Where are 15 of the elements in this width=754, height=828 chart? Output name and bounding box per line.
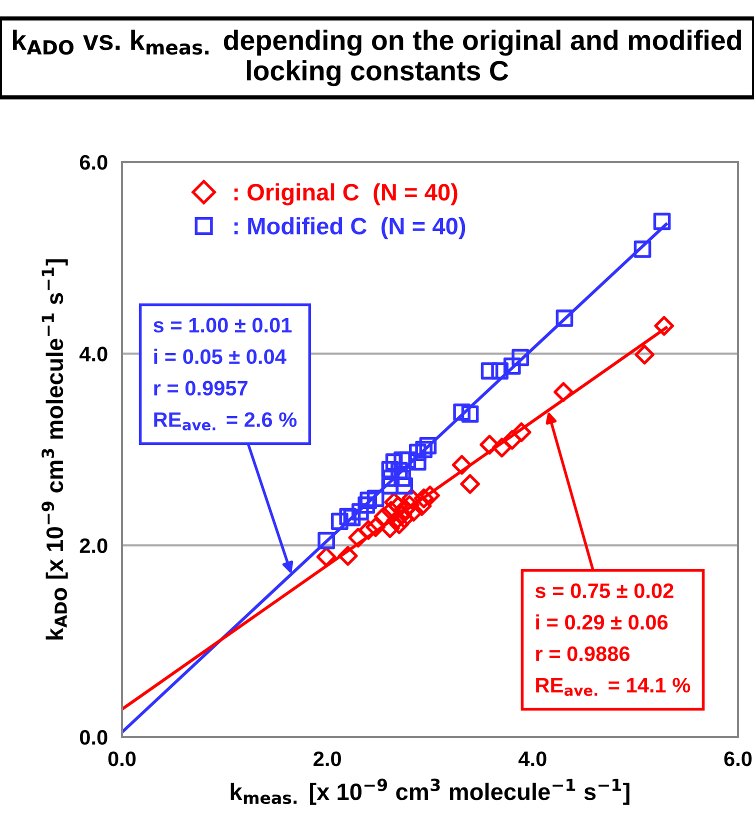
legend-label: : Modified C (N = 40) (234, 217, 466, 240)
x-tick-label: 4.0 (518, 751, 546, 766)
x-tick-label: 2.0 (314, 751, 341, 766)
annotation: s = 1.00 ± 0.01 i = 0.05 ± 0.04 r = 0.9957 RE$_{ave.}$ = 2.6 % (154, 318, 297, 430)
y-tick-label: 4.0 (79, 346, 108, 362)
x-tick-label: 0.0 (108, 751, 136, 766)
legend-label: : Original C (N = 40) (234, 183, 458, 206)
text: k$_{meas.}$ [x 10$^{−9}$ cm$^{3}$ molecule$^{−1}$ s$^{−1}$] (230, 778, 630, 805)
y-tick-label: 0.0 (80, 730, 108, 745)
chart-title: k$_{ADO}$ vs. k$_{meas.}$ depending on the original and modified locking constants C (12, 30, 741, 86)
annotation: s = 0.75 ± 0.02 i = 0.29 ± 0.06 r = 0.9886 RE$_{ave.}$ = 14.1 % (535, 583, 690, 696)
text: k$_{ADO}$ [x 10$^{−9}$ cm$^{3}$ molecule$^{−1}$ s$^{−1}$] (42, 259, 68, 640)
y-tick-label: 6.0 (80, 155, 108, 170)
x-tick-label: 6.0 (724, 751, 752, 766)
y-tick-label: 2.0 (80, 538, 108, 554)
